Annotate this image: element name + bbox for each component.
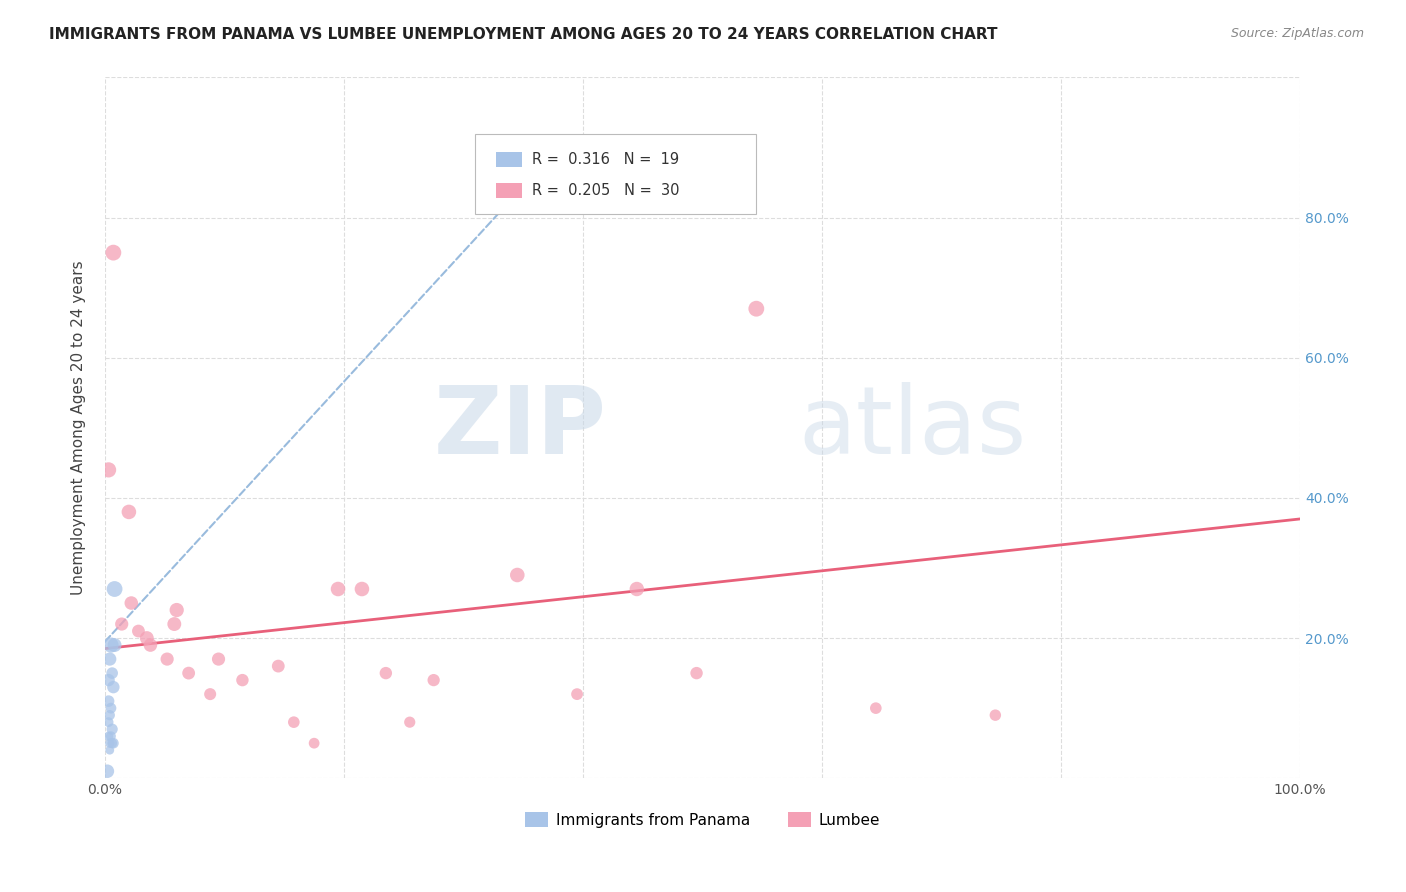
Point	[984, 708, 1007, 723]
Point	[101, 666, 124, 681]
Bar	[496, 152, 522, 167]
Point	[283, 715, 305, 730]
Point	[177, 666, 200, 681]
Point	[103, 582, 125, 596]
Point	[103, 245, 125, 260]
Text: ZIP: ZIP	[434, 382, 607, 474]
Point	[865, 701, 887, 715]
Point	[207, 652, 229, 666]
Point	[103, 638, 125, 652]
Point	[565, 687, 588, 701]
Point	[97, 673, 120, 687]
Point	[97, 729, 120, 743]
Point	[111, 617, 134, 632]
Point	[198, 687, 221, 701]
Point	[103, 680, 125, 694]
Point	[163, 617, 186, 632]
Bar	[496, 183, 522, 198]
Point	[422, 673, 444, 687]
Point	[685, 666, 707, 681]
Text: IMMIGRANTS FROM PANAMA VS LUMBEE UNEMPLOYMENT AMONG AGES 20 TO 24 YEARS CORRELAT: IMMIGRANTS FROM PANAMA VS LUMBEE UNEMPLO…	[49, 27, 998, 42]
Point	[120, 596, 142, 610]
Point	[101, 722, 124, 736]
Point	[97, 694, 120, 708]
Point	[98, 743, 121, 757]
Legend: Immigrants from Panama, Lumbee: Immigrants from Panama, Lumbee	[519, 805, 886, 834]
Point	[398, 715, 420, 730]
Point	[626, 582, 648, 596]
Point	[103, 736, 125, 750]
Point	[100, 701, 122, 715]
Y-axis label: Unemployment Among Ages 20 to 24 years: Unemployment Among Ages 20 to 24 years	[72, 260, 86, 595]
Point	[98, 708, 121, 723]
Point	[745, 301, 768, 316]
Point	[101, 736, 124, 750]
Point	[97, 463, 120, 477]
Point	[98, 652, 121, 666]
Point	[97, 715, 120, 730]
Point	[100, 729, 122, 743]
Point	[139, 638, 162, 652]
Point	[326, 582, 349, 596]
Point	[374, 666, 396, 681]
FancyBboxPatch shape	[475, 134, 756, 214]
Point	[100, 638, 122, 652]
Text: R =  0.316   N =  19: R = 0.316 N = 19	[531, 152, 679, 167]
Point	[118, 505, 141, 519]
Point	[267, 659, 290, 673]
Point	[98, 736, 121, 750]
Text: R =  0.205   N =  30: R = 0.205 N = 30	[531, 183, 679, 198]
Point	[302, 736, 325, 750]
Point	[350, 582, 373, 596]
Point	[135, 631, 157, 645]
Text: atlas: atlas	[799, 382, 1026, 474]
Point	[506, 568, 529, 582]
Point	[156, 652, 179, 666]
Point	[127, 624, 149, 638]
Point	[231, 673, 253, 687]
Point	[166, 603, 188, 617]
Point	[96, 764, 118, 779]
Text: Source: ZipAtlas.com: Source: ZipAtlas.com	[1230, 27, 1364, 40]
